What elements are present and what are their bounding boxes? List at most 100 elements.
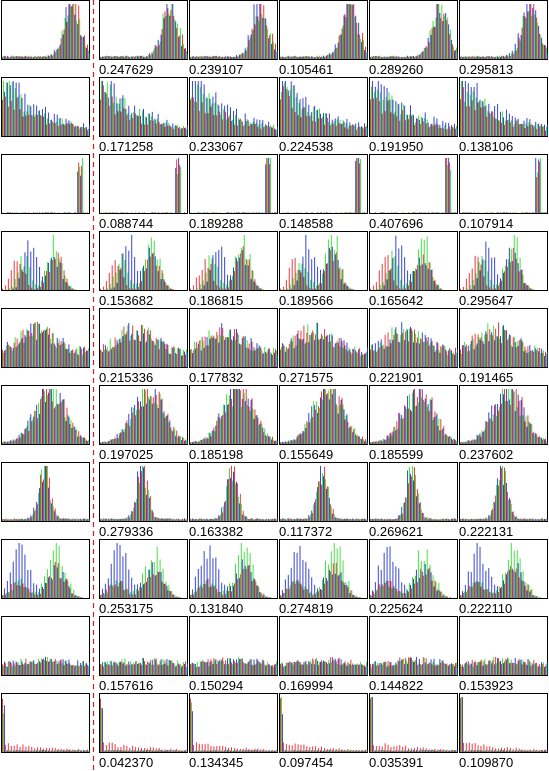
blue-bin-bar [104, 662, 106, 675]
green-bin-bar [85, 438, 87, 444]
red-bin-bar [66, 349, 68, 367]
blue-bin-bar [172, 289, 174, 290]
blue-bin-bar [317, 487, 319, 521]
green-bin-bar [70, 121, 72, 136]
green-bin-bar [307, 324, 309, 367]
green-bin-bar [519, 415, 521, 444]
green-bin-bar [336, 517, 338, 521]
blue-bin-bar [151, 53, 153, 59]
red-bin-bar [362, 436, 364, 444]
blue-bin-bar [166, 212, 168, 213]
red-bin-bar [2, 595, 3, 598]
red-bin-bar [51, 498, 53, 521]
red-bin-bar [387, 255, 389, 290]
red-bin-bar [120, 580, 122, 598]
green-bin-bar [106, 750, 108, 752]
green-bin-bar [100, 594, 102, 598]
green-bin-bar [144, 116, 146, 136]
red-bin-bar [195, 742, 197, 752]
blue-bin-bar [442, 21, 444, 59]
red-bin-bar [179, 35, 181, 59]
green-bin-bar [258, 425, 260, 444]
blue-bin-bar [235, 54, 237, 59]
green-bin-bar [52, 750, 54, 752]
red-bin-bar [108, 350, 110, 367]
red-bin-bar [234, 124, 235, 136]
blue-bin-bar [80, 35, 82, 59]
red-bin-bar [460, 288, 461, 290]
red-bin-bar [288, 56, 290, 59]
blue-bin-bar [445, 12, 447, 59]
green-bin-bar [316, 591, 318, 598]
green-bin-bar [487, 56, 489, 59]
blue-bin-bar [36, 750, 38, 752]
green-bin-bar [525, 349, 527, 367]
blue-bin-bar [383, 285, 385, 290]
blue-bin-bar [281, 442, 283, 444]
blue-bin-bar [65, 518, 67, 521]
blue-bin-bar [343, 340, 345, 367]
green-bin-bar [150, 237, 152, 290]
blue-bin-bar [163, 122, 165, 136]
blue-bin-bar [470, 518, 472, 521]
green-bin-bar [366, 125, 367, 136]
red-bin-bar [408, 212, 410, 213]
result-cell: 0.222110 [459, 539, 548, 616]
blue-bin-bar [523, 407, 525, 444]
blue-bin-bar [389, 433, 391, 444]
red-bin-bar [242, 568, 244, 598]
green-bin-bar [171, 127, 173, 136]
green-bin-bar [417, 550, 419, 598]
red-bin-bar [84, 750, 86, 752]
blue-bin-bar [163, 411, 165, 444]
green-bin-bar [115, 439, 117, 444]
red-bin-bar [108, 519, 110, 521]
red-bin-bar [272, 354, 274, 367]
result-cell: 0.215336 [99, 308, 188, 385]
blue-bin-bar [383, 519, 385, 521]
green-bin-bar [450, 664, 452, 675]
green-bin-bar [348, 347, 350, 367]
green-bin-bar [205, 272, 207, 290]
result-cell: 0.253175 [99, 539, 188, 616]
blue-bin-bar [535, 663, 537, 675]
red-bin-bar [291, 662, 293, 675]
blue-bin-bar [367, 440, 368, 444]
blue-bin-bar [101, 56, 103, 59]
green-bin-bar [339, 120, 341, 136]
blue-bin-bar [227, 56, 229, 59]
result-cell: 0.169994 [279, 616, 368, 693]
red-bin-bar [489, 112, 491, 136]
green-bin-bar [499, 338, 501, 367]
result-cell: 0.148588 [279, 154, 368, 231]
blue-bin-bar [9, 57, 11, 59]
green-bin-bar [249, 212, 251, 213]
blue-bin-bar [197, 519, 199, 521]
red-bin-bar [527, 285, 529, 290]
red-bin-bar [477, 257, 479, 290]
red-bin-bar [201, 587, 203, 598]
blue-bin-bar [380, 518, 382, 521]
green-bin-bar [357, 434, 359, 444]
blue-bin-bar [143, 750, 144, 752]
green-bin-bar [255, 750, 257, 752]
red-bin-bar [210, 586, 212, 598]
green-bin-bar [354, 125, 356, 136]
red-bin-bar [207, 56, 209, 59]
blue-bin-bar [380, 569, 382, 598]
green-bin-bar [324, 750, 326, 752]
green-bin-bar [417, 402, 419, 444]
blue-bin-bar [314, 339, 316, 367]
red-bin-bar [141, 123, 142, 136]
red-bin-bar [350, 425, 352, 444]
green-bin-bar [41, 115, 43, 136]
blue-bin-bar [230, 107, 231, 136]
blue-bin-bar [442, 660, 444, 675]
blue-bin-bar [296, 212, 298, 213]
blue-bin-bar [191, 353, 193, 367]
blue-bin-bar [317, 588, 319, 598]
green-bin-bar [17, 580, 19, 598]
red-bin-bar [468, 273, 470, 290]
red-bin-bar [318, 481, 320, 521]
green-bin-bar [283, 442, 285, 444]
